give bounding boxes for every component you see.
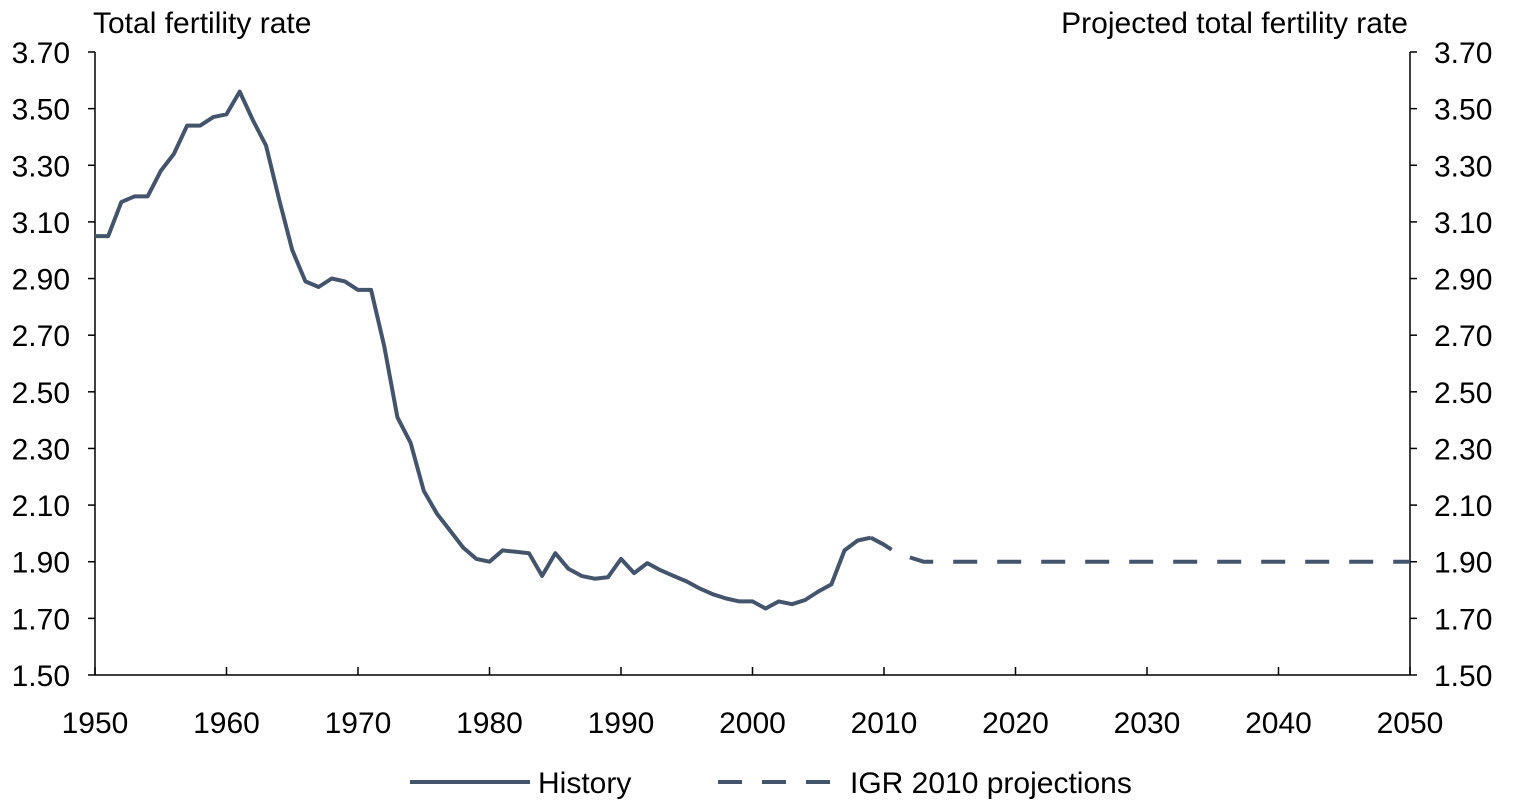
right-y-tick-label: 1.90 xyxy=(1434,547,1492,580)
x-tick-label: 2000 xyxy=(719,707,786,740)
series-line-igr-2010-projections xyxy=(869,535,1410,564)
x-tick-label: 2040 xyxy=(1245,707,1312,740)
right-y-tick-label: 1.50 xyxy=(1434,660,1492,693)
series-line-history xyxy=(95,89,872,611)
left-y-tick-label: 2.70 xyxy=(12,320,70,353)
right-y-tick-label: 2.70 xyxy=(1434,320,1492,353)
left-y-tick-label: 1.70 xyxy=(12,603,70,636)
left-y-tick-label: 1.90 xyxy=(12,547,70,580)
right-y-tick-label: 1.70 xyxy=(1434,603,1492,636)
x-tick-label: 2010 xyxy=(851,707,918,740)
left-y-tick-label: 2.10 xyxy=(12,490,70,523)
left-y-tick-label: 2.90 xyxy=(12,264,70,297)
x-tick-label: 1990 xyxy=(588,707,655,740)
x-tick-label: 2020 xyxy=(982,707,1049,740)
legend-label-history: History xyxy=(538,767,631,800)
right-y-tick-label: 3.30 xyxy=(1434,150,1492,183)
x-ticks: 1950 1960 1970 1980 1990 2000 2010 2020 2030 2040… xyxy=(62,667,1444,740)
right-y-tick-label: 2.30 xyxy=(1434,433,1492,466)
right-axis-title: Projected total fertility rate xyxy=(1061,7,1408,40)
right-y-tick-label: 3.50 xyxy=(1434,94,1492,127)
legend-label-projections: IGR 2010 projections xyxy=(850,767,1132,800)
left-y-tick-label: 3.30 xyxy=(12,150,70,183)
x-tick-label: 1950 xyxy=(62,707,129,740)
right-y-tick-label: 3.10 xyxy=(1434,207,1492,240)
left-y-tick-label: 3.70 xyxy=(12,37,70,70)
left-axis-title: Total fertility rate xyxy=(93,7,311,40)
x-tick-label: 1960 xyxy=(193,707,260,740)
right-y-tick-label: 3.70 xyxy=(1434,37,1492,70)
right-y-tick-label: 2.90 xyxy=(1434,264,1492,297)
left-y-tick-label: 2.50 xyxy=(12,377,70,410)
legend: History IGR 2010 projections xyxy=(410,767,1132,800)
series-lines xyxy=(95,89,1410,611)
left-y-tick-label: 3.10 xyxy=(12,207,70,240)
x-tick-label: 2050 xyxy=(1377,707,1444,740)
left-y-tick-label: 2.30 xyxy=(12,433,70,466)
x-tick-label: 2030 xyxy=(1114,707,1181,740)
right-y-tick-label: 2.50 xyxy=(1434,377,1492,410)
right-y-tick-label: 2.10 xyxy=(1434,490,1492,523)
x-tick-label: 1980 xyxy=(456,707,523,740)
axes xyxy=(94,52,1411,676)
left-y-tick-label: 1.50 xyxy=(12,660,70,693)
x-tick-label: 1970 xyxy=(325,707,392,740)
left-y-tick-label: 3.50 xyxy=(12,94,70,127)
y-ticks: 1.50 1.50 1.70 1.70 1.90 1.90 2.10 2.10 2.30 2.30… xyxy=(12,37,1493,693)
